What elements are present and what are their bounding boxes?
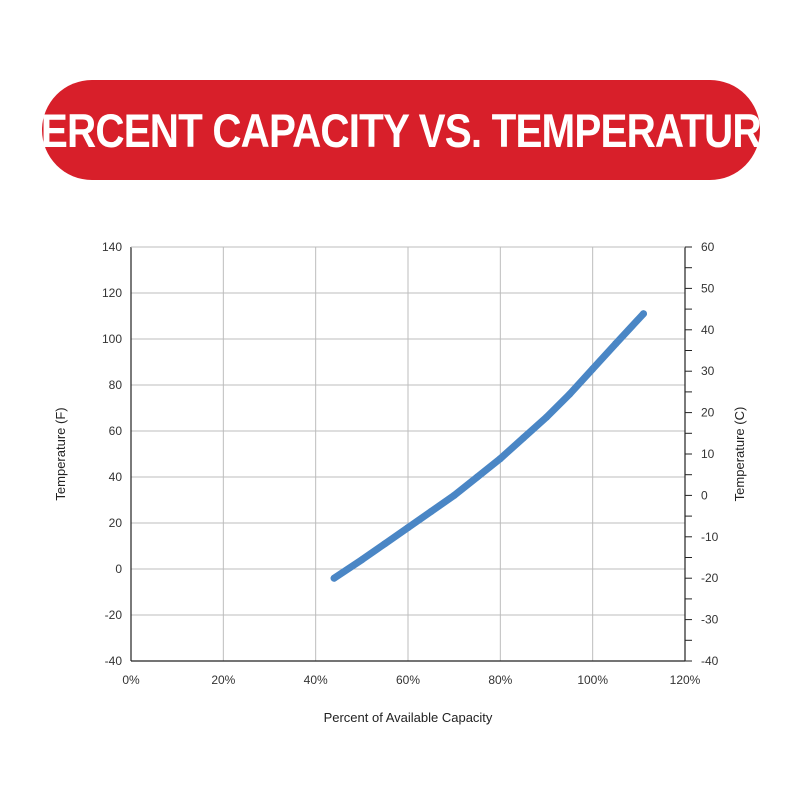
data-point — [496, 455, 504, 463]
data-point — [519, 434, 527, 442]
y2-tick-label: 0 — [701, 488, 708, 502]
y-axis-title: Temperature (F) — [53, 407, 68, 500]
x-tick-label: 80% — [488, 673, 512, 687]
x-tick-label: 20% — [211, 673, 235, 687]
y2-tick-label: 20 — [701, 406, 715, 420]
y2-tick-label: 10 — [701, 447, 715, 461]
y2-tick-label: 40 — [701, 323, 715, 337]
y-tick-label: 80 — [109, 378, 123, 392]
y2-axis-title: Temperature (C) — [732, 407, 747, 502]
y2-tick-label: -10 — [701, 530, 719, 544]
y-tick-label: 100 — [102, 332, 122, 346]
data-point — [589, 365, 597, 373]
y-tick-label: 120 — [102, 286, 122, 300]
y2-tick-label: -40 — [701, 654, 719, 668]
data-point — [358, 556, 366, 564]
data-point — [381, 540, 389, 548]
title-banner: PERCENT CAPACITY VS. TEMPERATURE — [15, 80, 788, 180]
x-tick-label: 60% — [396, 673, 420, 687]
data-point — [404, 524, 412, 532]
x-tick-label: 100% — [577, 673, 608, 687]
y-tick-label: -40 — [105, 654, 123, 668]
x-tick-label: 0% — [122, 673, 140, 687]
grid-lines — [131, 247, 685, 661]
data-point — [450, 491, 458, 499]
chart-title: PERCENT CAPACITY VS. TEMPERATURE — [15, 103, 788, 157]
y2-tick-label: 50 — [701, 281, 715, 295]
y2-tick-label: 60 — [701, 240, 715, 254]
series — [330, 310, 647, 582]
y2-tick-label: -20 — [701, 571, 719, 585]
y-tick-label: 0 — [115, 562, 122, 576]
axes — [130, 246, 692, 662]
data-point — [639, 310, 647, 318]
y2-tick-label: 30 — [701, 364, 715, 378]
y2-tick-label: -30 — [701, 613, 719, 627]
data-line — [330, 310, 647, 582]
data-point — [612, 340, 620, 348]
data-point — [473, 473, 481, 481]
y-tick-label: 140 — [102, 240, 122, 254]
y-tick-label: 40 — [109, 470, 123, 484]
data-point — [330, 574, 338, 582]
y-tick-label: 20 — [109, 516, 123, 530]
x-axis-title: Percent of Available Capacity — [324, 710, 493, 725]
data-point — [543, 413, 550, 421]
x-tick-label: 120% — [670, 673, 701, 687]
y-tick-label: 60 — [109, 424, 123, 438]
x-tick-label: 40% — [304, 673, 328, 687]
y-tick-label: -20 — [105, 608, 123, 622]
data-point — [566, 390, 574, 398]
data-point — [427, 508, 435, 515]
